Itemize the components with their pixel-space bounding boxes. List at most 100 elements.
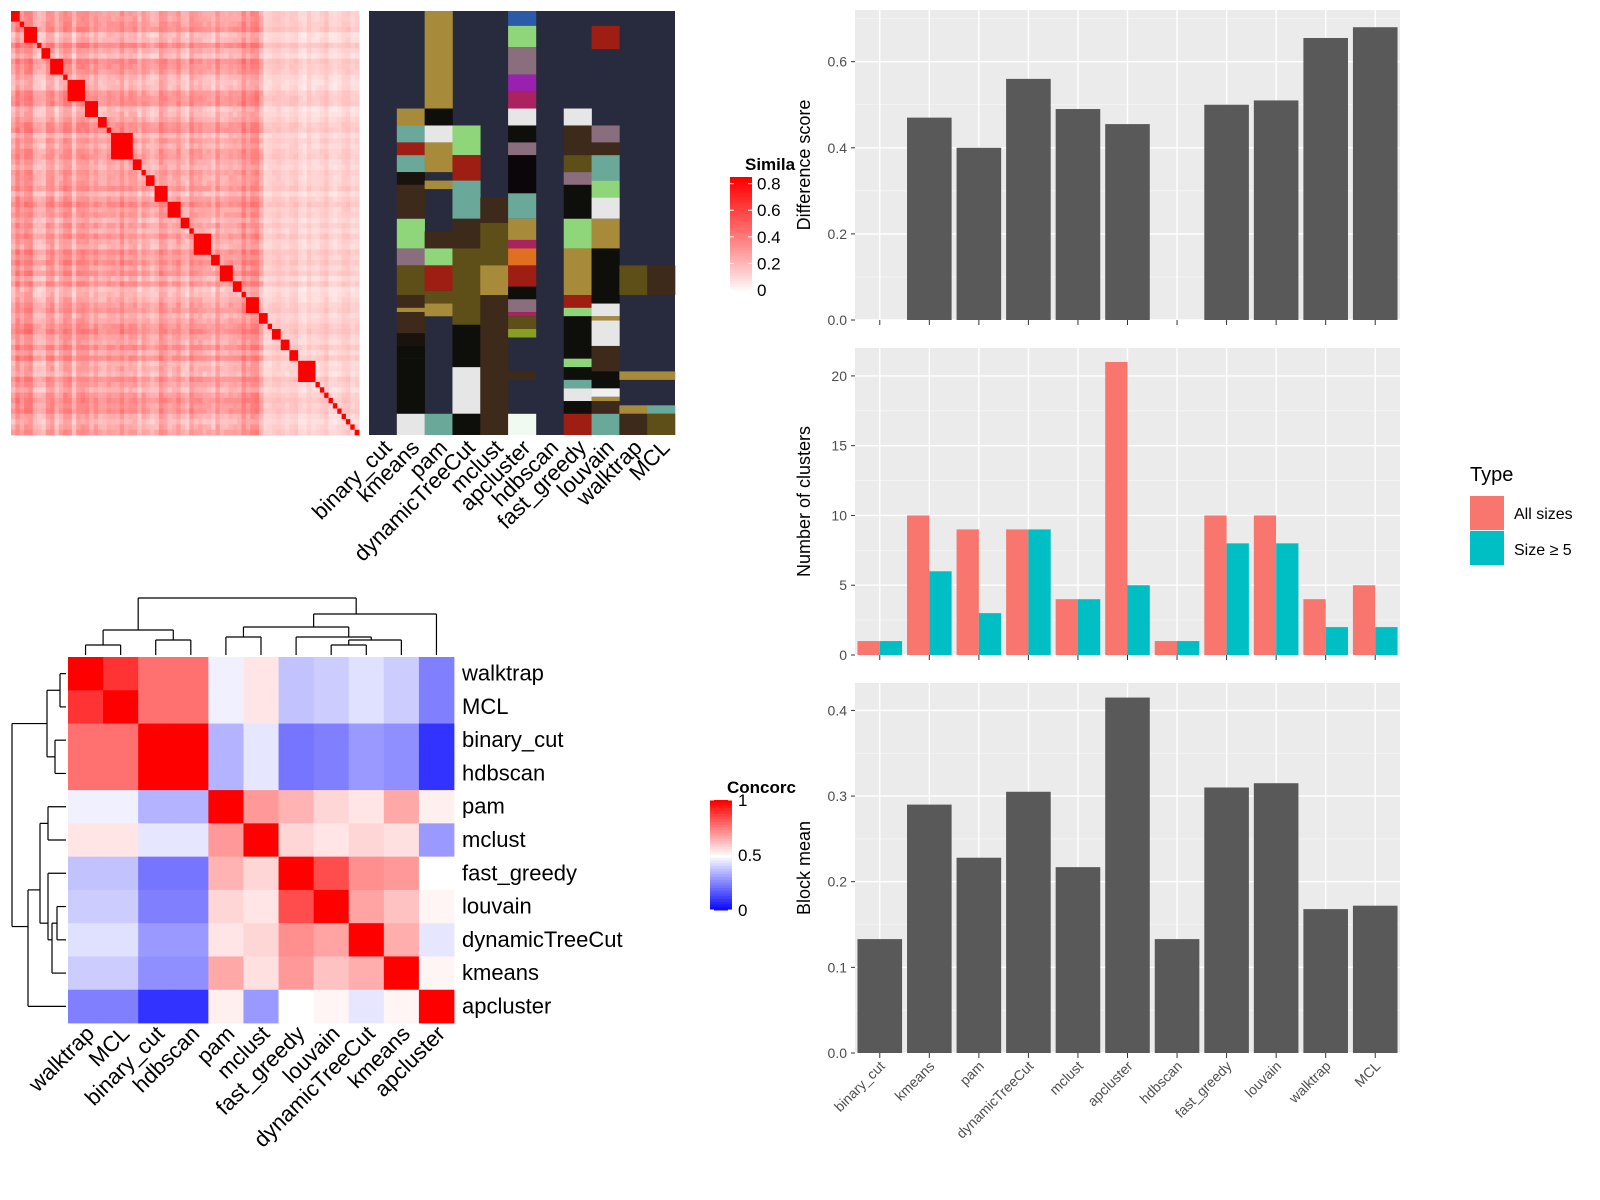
heatmap-cell <box>163 58 168 65</box>
heatmap-cell <box>315 159 321 166</box>
heatmap-cell <box>276 16 282 22</box>
heatmap-cell <box>198 228 203 234</box>
heatmap-cell <box>167 286 173 293</box>
heatmap-cell <box>102 170 108 176</box>
heatmap-cell <box>106 196 112 203</box>
heatmap-cell <box>50 16 55 22</box>
heatmap-cell <box>32 207 38 213</box>
heatmap-cell <box>11 302 16 309</box>
heatmap-cell <box>176 26 182 33</box>
heatmap-cell <box>232 185 238 192</box>
heatmap-cell <box>167 281 173 287</box>
heatmap-cell <box>84 138 90 144</box>
heatmap-cell <box>115 64 121 70</box>
heatmap-cell <box>189 11 195 17</box>
heatmap-cell <box>124 270 129 277</box>
heatmap-cell <box>132 175 138 181</box>
heatmap-cell <box>267 276 273 282</box>
heatmap-cell <box>106 138 112 144</box>
heatmap-cell <box>302 90 308 97</box>
heatmap-cell <box>250 329 255 335</box>
heatmap-cell <box>250 48 255 54</box>
heatmap-cell <box>189 90 195 97</box>
heatmap-cell <box>28 212 34 219</box>
heatmap-cell <box>80 217 86 224</box>
heatmap-cell <box>332 170 338 176</box>
heatmap-cell <box>224 26 229 33</box>
heatmap-cell <box>276 48 282 54</box>
heatmap-cell <box>102 127 108 134</box>
heatmap-cell <box>272 111 277 118</box>
heatmap-cell <box>24 111 29 118</box>
heatmap-cell <box>106 201 112 208</box>
heatmap-cell <box>93 313 99 319</box>
heatmap-cell <box>328 138 334 144</box>
heatmap-cell <box>11 138 16 144</box>
heatmap-cell <box>89 111 95 118</box>
heatmap-cell <box>180 270 186 277</box>
heatmap-cell <box>167 58 173 65</box>
heatmap-cell <box>298 175 303 181</box>
heatmap-cell <box>206 42 212 49</box>
heatmap-cell <box>285 334 290 340</box>
heatmap-cell <box>76 48 81 54</box>
heatmap-cell <box>306 254 312 261</box>
heatmap-cell <box>154 286 160 293</box>
heatmap-cell <box>32 69 38 75</box>
heatmap-cell <box>132 270 138 277</box>
heatmap-cell <box>98 175 103 181</box>
heatmap-cell <box>154 26 160 33</box>
heatmap-cell <box>15 69 21 75</box>
heatmap-cell <box>241 297 247 303</box>
heatmap-cell <box>232 307 238 314</box>
heatmap-cell <box>28 286 34 293</box>
heatmap-cell <box>263 159 269 166</box>
heatmap-cell <box>15 329 21 335</box>
heatmap-cell <box>315 313 321 319</box>
heatmap-cell <box>54 201 60 208</box>
heatmap-cell <box>111 164 116 171</box>
heatmap-cell <box>176 228 182 234</box>
heatmap-cell <box>311 207 316 213</box>
heatmap-cell <box>50 37 55 44</box>
heatmap-cell <box>76 95 81 102</box>
heatmap-cell <box>345 11 351 17</box>
heatmap-cell <box>215 11 221 17</box>
heatmap-cell <box>202 26 208 33</box>
heatmap-cell <box>50 170 55 176</box>
heatmap-cell <box>19 212 25 219</box>
heatmap-cell <box>167 143 173 150</box>
heatmap-cell <box>180 53 186 60</box>
heatmap-cell <box>206 164 212 171</box>
heatmap-cell <box>254 329 260 335</box>
heatmap-cell <box>354 207 360 213</box>
heatmap-cell <box>215 170 221 176</box>
heatmap-cell <box>32 159 38 166</box>
heatmap-cell <box>306 265 312 272</box>
heatmap-cell <box>267 170 273 176</box>
heatmap-cell <box>45 111 51 118</box>
heatmap-cell <box>337 16 342 22</box>
heatmap-cell <box>176 191 182 197</box>
heatmap-cell <box>328 201 334 208</box>
heatmap-cell <box>311 329 316 335</box>
heatmap-cell <box>67 53 73 60</box>
heatmap-cell <box>71 42 77 49</box>
heatmap-cell <box>289 201 295 208</box>
heatmap-cell <box>250 207 255 213</box>
heatmap-cell <box>311 249 316 256</box>
heatmap-cell <box>350 260 356 266</box>
heatmap-cell <box>198 143 203 150</box>
heatmap-cell <box>89 26 95 33</box>
heatmap-cell <box>45 185 51 192</box>
heatmap-cell <box>285 175 290 181</box>
heatmap-cell <box>98 313 103 319</box>
heatmap-cell <box>37 42 42 49</box>
heatmap-cell <box>319 95 325 102</box>
heatmap-cell <box>189 16 195 22</box>
heatmap-cell <box>202 74 208 81</box>
heatmap-cell <box>67 185 73 192</box>
heatmap-cell <box>24 265 29 272</box>
heatmap-cell <box>115 58 121 65</box>
heatmap-cell <box>124 302 129 309</box>
